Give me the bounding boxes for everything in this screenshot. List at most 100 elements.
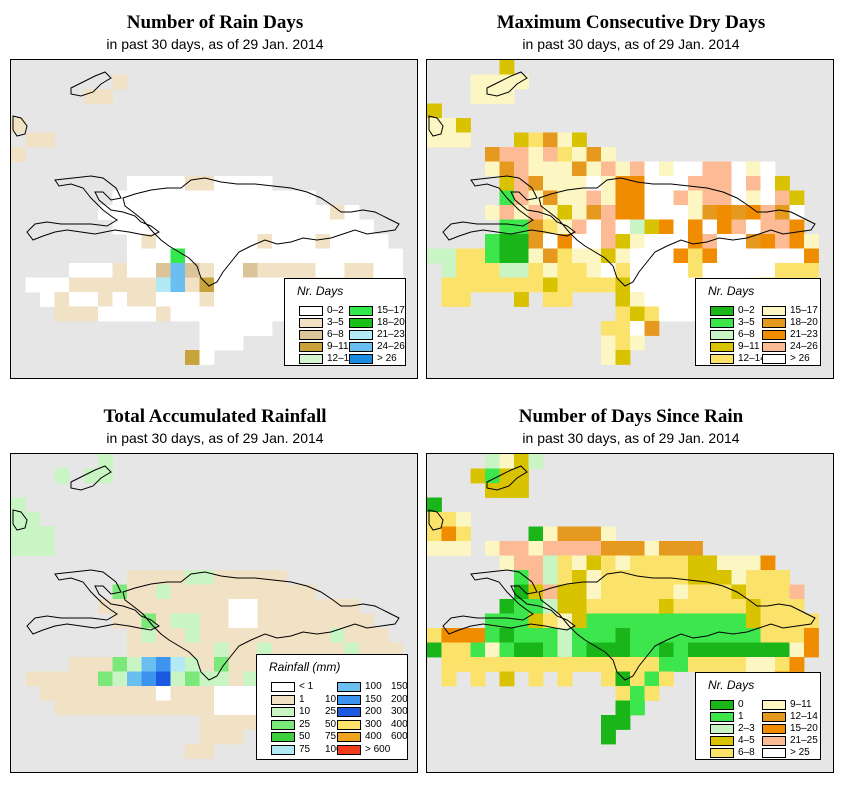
grid-cell [25, 512, 41, 527]
grid-cell [499, 74, 515, 90]
grid-cell [615, 277, 631, 293]
grid-cell [586, 526, 602, 542]
grid-cell [272, 306, 287, 322]
grid-cell [688, 584, 703, 600]
grid-cell [359, 613, 374, 629]
grid-cell [11, 118, 26, 133]
grid-cell [141, 176, 157, 191]
grid-cell [601, 147, 616, 162]
grid-cell [601, 671, 616, 687]
grid-cell [746, 613, 761, 629]
grid-cell [615, 190, 631, 206]
grid-cell [630, 248, 645, 264]
grid-cell [141, 686, 157, 701]
grid-cell [557, 584, 573, 600]
grid-cell [156, 277, 171, 293]
grid-cell [141, 306, 157, 322]
grid-cell [170, 234, 186, 249]
grid-cell [359, 234, 374, 249]
grid-cell [112, 599, 128, 614]
grid-cell [485, 454, 500, 469]
grid-cell [644, 321, 660, 336]
grid-cell [388, 248, 403, 264]
grid-cell [243, 219, 258, 235]
grid-cell [315, 599, 331, 614]
grid-cell [485, 541, 500, 556]
grid-cell [528, 671, 544, 687]
grid-cell [804, 248, 819, 264]
grid-cell [427, 132, 442, 148]
grid-cell [746, 642, 761, 658]
grid-cell [54, 306, 70, 322]
grid-cell [630, 657, 645, 672]
grid-cell [286, 263, 302, 278]
grid-cell [272, 248, 287, 264]
grid-cell [441, 132, 457, 148]
grid-cell [185, 350, 200, 365]
grid-cell [673, 657, 689, 672]
grid-cell [470, 642, 486, 658]
legend-item: 150 200 [337, 694, 408, 706]
grid-cell [528, 248, 544, 264]
grid-cell [330, 205, 345, 220]
grid-cell [615, 219, 631, 235]
legend-item: > 26 [762, 353, 810, 365]
grid-cell [228, 686, 244, 701]
grid-cell [615, 584, 631, 600]
grid-cell [572, 219, 587, 235]
grid-cell [499, 483, 515, 498]
grid-cell [170, 628, 186, 643]
legend-item: 21–25 [762, 735, 818, 747]
grid-cell [572, 526, 587, 542]
grid-cell [775, 234, 790, 249]
grid-cell [98, 671, 113, 687]
grid-cell [601, 599, 616, 614]
grid-cell [427, 118, 442, 133]
grid-cell [257, 190, 273, 206]
grid-cell [199, 613, 215, 629]
grid-cell [572, 190, 587, 206]
grid-cell [40, 541, 55, 556]
grid-cell [199, 599, 215, 614]
grid-cell [228, 263, 244, 278]
grid-cell [789, 263, 805, 278]
grid-cell [272, 277, 287, 293]
grid-cell [673, 628, 689, 643]
grid-cell [615, 205, 631, 220]
grid-cell [601, 205, 616, 220]
grid-cell [746, 263, 761, 278]
grid-cell [528, 657, 544, 672]
legend-label: 6–8 [738, 329, 755, 340]
grid-cell [514, 642, 529, 658]
grid-cell [485, 277, 500, 293]
legend-swatch [710, 748, 734, 758]
grid-cell [499, 613, 515, 629]
grid-cell [543, 642, 558, 658]
grid-cell [630, 190, 645, 206]
grid-cell [615, 599, 631, 614]
grid-cell [286, 190, 302, 206]
grid-cell [514, 628, 529, 643]
grid-cell [485, 483, 500, 498]
grid-cell [644, 628, 660, 643]
grid-cell [315, 642, 331, 658]
legend-swatch [710, 736, 734, 746]
grid-cell [514, 483, 529, 498]
legend-label: 15–17 [377, 305, 405, 316]
grid-cell [702, 190, 718, 206]
grid-cell [789, 657, 805, 672]
grid-cell [644, 219, 660, 235]
grid-cell [514, 132, 529, 148]
grid-cell [688, 613, 703, 629]
grid-cell [141, 570, 157, 585]
grid-cell [54, 277, 70, 293]
grid-cell [760, 628, 776, 643]
grid-cell [572, 584, 587, 600]
grid-cell [615, 541, 631, 556]
grid-cell [586, 234, 602, 249]
grid-cell [514, 555, 529, 571]
legend-item: 9–11 [710, 341, 760, 353]
legend-item: 12–14 [710, 353, 766, 365]
grid-cell [586, 277, 602, 293]
grid-cell [243, 190, 258, 206]
